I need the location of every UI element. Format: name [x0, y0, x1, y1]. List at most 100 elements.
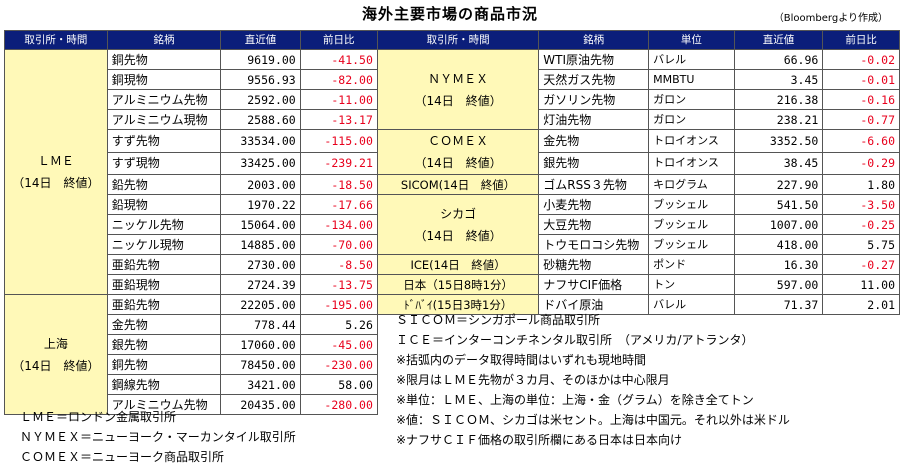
item-name: 鋼線先物	[106, 374, 222, 395]
change-value: -0.77	[822, 109, 900, 130]
note-line: ※ナフサＣＩＦ価格の取引所欄にある日本は日本向け	[396, 433, 683, 447]
change-value: -230.00	[299, 354, 378, 375]
table-row: アルミニウム先物 2592.00 -11.00 ガソリン先物 ガロン 216.38 -0.1…	[5, 89, 900, 110]
latest-value: 778.44	[220, 314, 301, 335]
exchange-name: ＬＭＥ	[37, 154, 74, 168]
item-name: 亜鉛先物	[106, 254, 222, 275]
exchange-time: （14日 終値）	[414, 156, 502, 170]
latest-value: 2730.00	[220, 254, 301, 275]
item-name: ニッケル先物	[106, 214, 222, 235]
table-row: 鋼線先物 3421.00 58.00	[5, 374, 900, 395]
item-name: ニッケル現物	[106, 234, 222, 255]
table-row: すず先物 33534.00 -115.00 ＣＯＭＥＸ （14日 終値） 金先物 トロイオン…	[5, 129, 900, 175]
note-line: ※値：ＳＩＣＯＭ、シカゴは米セント。上海は中国元。それ以外は米ドル	[396, 413, 790, 427]
change-value: -115.00	[299, 129, 378, 153]
change-value: -13.17	[299, 109, 378, 130]
latest-value: 216.38	[733, 89, 824, 110]
latest-value: 15064.00	[220, 214, 301, 235]
unit-value: ポンド	[648, 254, 735, 275]
change-value: -239.21	[299, 151, 378, 175]
unit-value: ガロン	[648, 109, 735, 130]
change-value: 58.00	[299, 374, 378, 395]
latest-value: 2003.00	[220, 174, 301, 195]
item-name: 小麦先物	[538, 194, 650, 215]
unit-value: ブッシェル	[648, 194, 735, 215]
item-name: 亜鉛現物	[106, 274, 222, 295]
exchange-group-cell: 上海 （14日 終値）	[4, 294, 108, 415]
item-name: 銅先物	[106, 354, 222, 375]
item-name: すず先物	[106, 129, 222, 153]
item-name: 亜鉛先物	[106, 294, 222, 315]
note-line: ※括弧内のデータ取得時間はいずれも現地時間	[396, 353, 647, 367]
change-value: -82.00	[299, 69, 378, 90]
table-row: アルミニウム先物 20435.00 -280.00	[5, 394, 900, 415]
change-value: -280.00	[299, 394, 378, 415]
latest-value: 238.21	[733, 109, 824, 130]
latest-value: 66.96	[733, 49, 824, 70]
table-row: 鉛現物 1970.22 -17.66 シカゴ （14日 終値） 小麦先物 ブッシェル 541.…	[5, 194, 900, 255]
unit-value: MMBTU	[648, 69, 735, 90]
change-value: -3.50	[822, 194, 900, 215]
unit-value: キログラム	[648, 174, 735, 195]
unit-value: トン	[648, 274, 735, 295]
note-line: ＬＭＥ＝ロンドン金属取引所	[20, 410, 177, 424]
item-name: 砂糖先物	[538, 254, 650, 275]
latest-value: 541.50	[733, 194, 824, 215]
notes-left: ＬＭＥ＝ロンドン金属取引所 ＮＹＭＥＸ＝ニューヨーク・マーカンタイル取引所 ＣＯ…	[20, 407, 296, 467]
item-name: WTI原油先物	[538, 49, 650, 70]
item-name: 金先物	[538, 129, 650, 153]
latest-value: 14885.00	[220, 234, 301, 255]
latest-value: 227.90	[733, 174, 824, 195]
change-value: -13.75	[299, 274, 378, 295]
unit-value: ブッシェル	[648, 234, 735, 255]
table-row: 亜鉛先物 2730.00 -8.50 ICE(14日 終値） 砂糖先物 ポンド 16.30-…	[5, 254, 900, 275]
change-value: -8.50	[299, 254, 378, 275]
table-body: ＬＭＥ （14日 終値） 銅先物 9619.00 -41.50 ＮＹＭＥＸ （14日 終値）…	[4, 49, 900, 415]
change-value: -0.27	[822, 254, 900, 275]
change-value: -11.00	[299, 89, 378, 110]
latest-value: 78450.00	[220, 354, 301, 375]
latest-value: 9619.00	[220, 49, 301, 70]
change-value: -17.66	[299, 194, 378, 215]
notes-right: ＳＩＣＯＭ＝シンガポール商品取引所 ＩＣＥ＝インターコンチネンタル取引所 （アメ…	[396, 310, 790, 450]
item-name: アルミニウム現物	[106, 109, 222, 130]
item-name: 銅先物	[106, 49, 222, 70]
note-line: ＳＩＣＯＭ＝シンガポール商品取引所	[396, 313, 601, 327]
exchange-group-cell: ICE(14日 終値）	[376, 254, 540, 275]
item-name: 灯油先物	[538, 109, 650, 130]
item-name: 銀先物	[106, 334, 222, 355]
item-name: ナフサCIF価格	[538, 274, 650, 295]
item-name: ドバイ原油	[538, 294, 650, 315]
exchange-group-cell: ＬＭＥ （14日 終値）	[4, 49, 108, 295]
header-latest-right: 直近値	[733, 30, 824, 50]
change-value: 11.00	[822, 274, 900, 295]
change-value: -0.02	[822, 49, 900, 70]
change-value: -195.00	[299, 294, 378, 315]
exchange-group-cell: ﾄﾞﾊﾞｲ(15日3時1分）	[376, 294, 540, 315]
item-name: 銀先物	[538, 151, 650, 175]
note-line: ＣＯＭＥＸ＝ニューヨーク商品取引所	[20, 450, 225, 464]
item-name: アルミニウム先物	[106, 394, 222, 415]
unit-value: トロイオンス	[648, 129, 735, 153]
exchange-group-cell: 日本（15日8時1分）	[376, 274, 540, 295]
exchange-name: ＮＹＭＥＸ	[428, 71, 489, 86]
note-line: ＮＹＭＥＸ＝ニューヨーク・マーカンタイル取引所	[20, 430, 296, 444]
latest-value: 33534.00	[220, 129, 301, 153]
exchange-time: （14日 終値）	[12, 358, 100, 373]
change-value: -18.50	[299, 174, 378, 195]
item-name: 大豆先物	[538, 214, 650, 235]
item-name: ゴムRSS３先物	[538, 174, 650, 195]
latest-value: 20435.00	[220, 394, 301, 415]
header-row: 取引所・時間 銘柄 直近値 前日比 取引所・時間 銘柄 単位 直近値 前日比	[4, 30, 900, 50]
exchange-group-cell: ＣＯＭＥＸ （14日 終値）	[376, 129, 540, 175]
unit-value: トロイオンス	[648, 151, 735, 175]
change-value: 1.80	[822, 174, 900, 195]
page-title: 海外主要市場の商品市況	[361, 5, 538, 23]
latest-value: 17060.00	[220, 334, 301, 355]
latest-value: 33425.00	[220, 151, 301, 175]
latest-value: 597.00	[733, 274, 824, 295]
table-row: 銅現物 9556.93 -82.00 天然ガス先物 MMBTU 3.45 -0.01	[5, 69, 900, 90]
header-exchange-left: 取引所・時間	[4, 30, 108, 50]
item-name: 天然ガス先物	[538, 69, 650, 90]
latest-value: 2724.39	[220, 274, 301, 295]
